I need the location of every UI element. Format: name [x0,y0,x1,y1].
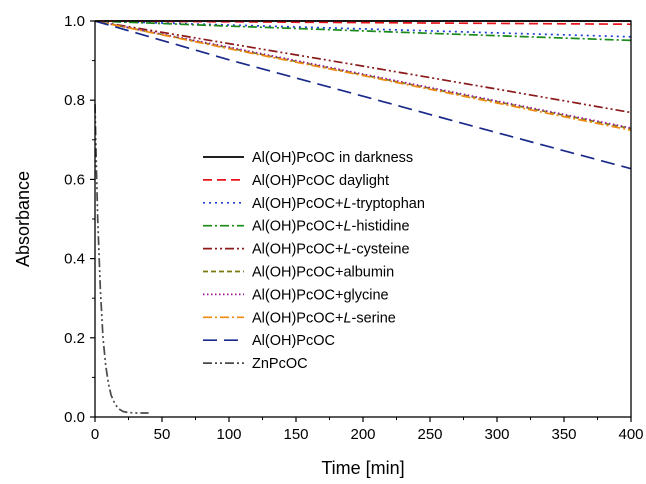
x-tick-label: 250 [417,426,442,443]
series-line [94,20,632,42]
legend-label: Al(OH)PcOC+albumin [252,265,394,281]
y-tick-label: 0.6 [64,171,85,188]
series-line [94,104,149,414]
x-tick-label: 0 [91,426,99,443]
y-tick-label: 0.2 [64,330,85,347]
x-tick-label: 350 [551,426,576,443]
legend-label: Al(OH)PcOC+L-serine [252,310,396,326]
legend-label: Al(OH)PcOC+L-tryptophan [252,196,425,212]
x-tick-label: 300 [484,426,509,443]
y-tick-label: 0.0 [64,409,85,426]
legend-label: Al(OH)PcOC+glycine [252,287,389,303]
series-line [94,20,632,170]
legend: Al(OH)PcOC in darkness Al(OH)PcOC dayligh… [203,150,425,372]
series-line [94,20,632,114]
axis-layer: 0 50 100 150 200 250 300 350 400 0.0 0.2 0.4 0.6 0.8 1… [64,13,643,443]
legend-label: Al(OH)PcOC+L-cysteine [252,242,410,258]
legend-label: Al(OH)PcOC [252,333,335,349]
legend-label: Al(OH)PcOC in darkness [252,150,413,166]
x-tick-label: 400 [618,426,643,443]
series-line [94,20,632,129]
y-axis-title: Absorbance [13,171,33,267]
legend-label: Al(OH)PcOC daylight [252,173,389,189]
legend-label: Al(OH)PcOC+L-histidine [252,219,410,235]
x-axis-title: Time [min] [321,458,404,478]
x-tick-label: 50 [154,426,171,443]
y-tick-label: 0.4 [64,251,85,268]
series-line [94,20,632,132]
y-tick-label: 1.0 [64,13,85,30]
x-tick-label: 100 [216,426,241,443]
y-tick-label: 0.8 [64,92,85,109]
legend-label: ZnPcOC [252,356,308,372]
x-tick-label: 150 [283,426,308,443]
series-layer [94,20,632,414]
x-tick-label: 200 [350,426,375,443]
